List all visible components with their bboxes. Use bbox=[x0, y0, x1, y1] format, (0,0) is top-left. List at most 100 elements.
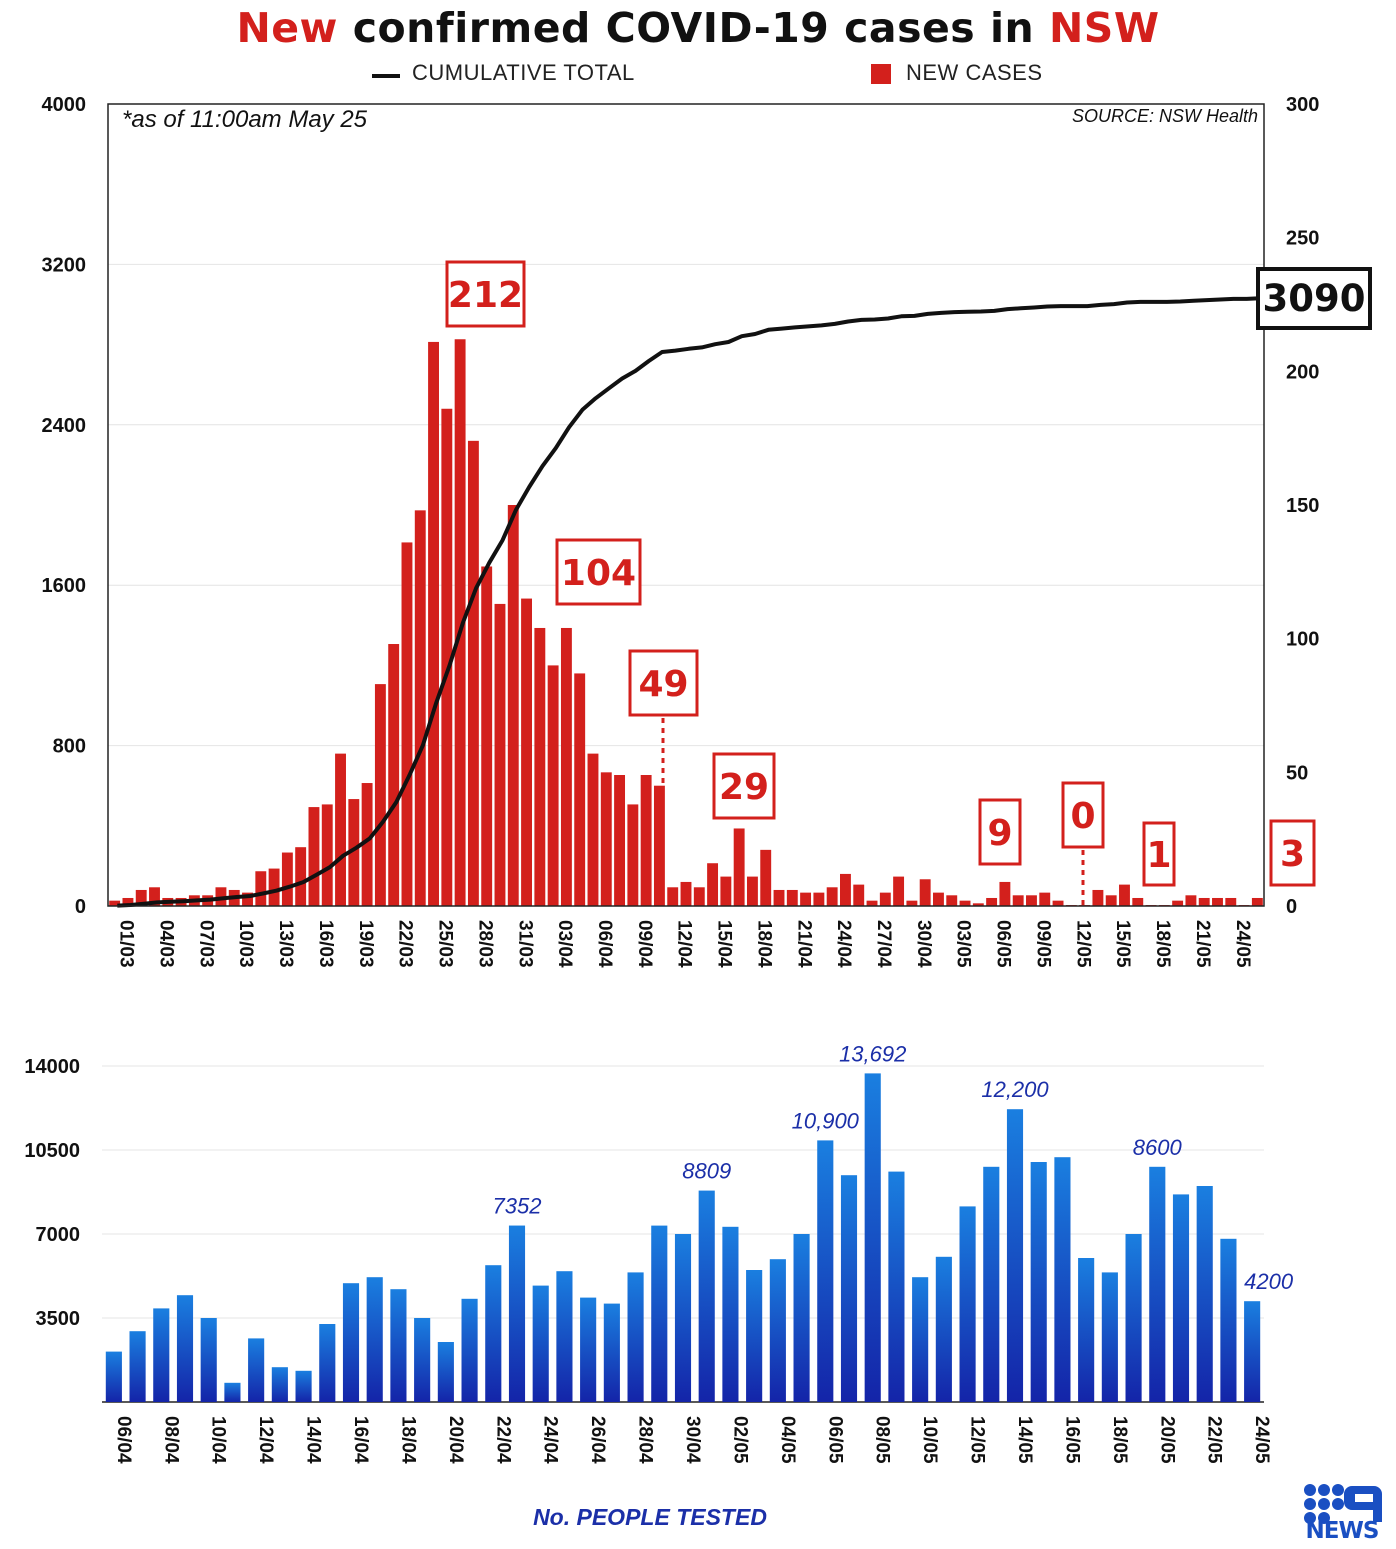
new-cases-bar bbox=[388, 644, 400, 906]
annotation-label: 29 bbox=[719, 767, 769, 808]
tests-bar bbox=[959, 1206, 976, 1402]
new-cases-bar bbox=[707, 863, 719, 906]
new-cases-bar bbox=[826, 887, 838, 906]
x-axis-date-label: 10/05 bbox=[919, 1416, 940, 1464]
tests-bar bbox=[224, 1382, 241, 1402]
tests-bar bbox=[248, 1338, 265, 1402]
logo-dot bbox=[1304, 1484, 1316, 1496]
cumulative-total-callout: 3090 bbox=[1256, 267, 1372, 330]
x-axis-date-label: 18/05 bbox=[1109, 1416, 1130, 1464]
left-axis-tick-label: 0 bbox=[75, 896, 86, 918]
tests-bar bbox=[1244, 1301, 1261, 1402]
annotation-box bbox=[555, 538, 642, 606]
chart-title: New confirmed COVID-19 cases in NSW bbox=[0, 4, 1396, 52]
annotation-label: 49 bbox=[638, 664, 688, 705]
tests-bar bbox=[105, 1351, 122, 1402]
source-note: SOURCE: NSW Health bbox=[1071, 106, 1258, 126]
tests-bar bbox=[627, 1272, 644, 1402]
x-axis-date-label: 14/05 bbox=[1014, 1416, 1035, 1464]
tests-annotation-label: 4200 bbox=[1244, 1269, 1294, 1294]
tests-bar bbox=[319, 1324, 336, 1402]
y-axis-tick-label: 3500 bbox=[36, 1308, 81, 1330]
annotation-label: 212 bbox=[448, 275, 523, 316]
x-axis-date-label: 08/05 bbox=[872, 1416, 893, 1464]
x-axis-date-label: 15/04 bbox=[714, 920, 735, 968]
tests-bar bbox=[271, 1367, 288, 1402]
annotation-box bbox=[445, 260, 526, 328]
new-cases-bar bbox=[135, 889, 147, 906]
x-axis-date-label: 12/04 bbox=[255, 1416, 276, 1464]
x-axis-date-label: 09/04 bbox=[634, 920, 655, 968]
x-axis-date-label: 21/04 bbox=[793, 920, 814, 968]
tests-bar bbox=[1172, 1194, 1190, 1402]
new-cases-bar bbox=[1185, 895, 1197, 906]
tests-bar bbox=[888, 1171, 905, 1402]
new-cases-bar bbox=[574, 673, 586, 906]
logo-dot bbox=[1318, 1484, 1330, 1496]
nine-dots-logo-icon bbox=[1304, 1484, 1382, 1524]
new-cases-bar bbox=[1012, 895, 1024, 906]
tests-chart-title: No. PEOPLE TESTED bbox=[533, 1504, 767, 1530]
new-cases-bar bbox=[1039, 892, 1051, 906]
tests-bar bbox=[295, 1370, 312, 1402]
tests-bar bbox=[1101, 1272, 1118, 1402]
tests-bar bbox=[1006, 1109, 1024, 1402]
new-cases-bar bbox=[879, 892, 891, 906]
new-cases-bar bbox=[959, 900, 971, 906]
tests-bar bbox=[556, 1271, 573, 1402]
x-axis-date-label: 28/04 bbox=[635, 1416, 656, 1464]
tests-bar bbox=[366, 1277, 383, 1402]
new-cases-bar bbox=[335, 753, 346, 906]
annotation-label: 104 bbox=[561, 553, 636, 594]
new-cases-bar bbox=[494, 603, 506, 906]
x-axis-date-label: 16/03 bbox=[315, 920, 336, 968]
left-axis-tick-label: 800 bbox=[53, 736, 86, 758]
new-cases-bar bbox=[813, 892, 825, 906]
new-cases-bar bbox=[109, 900, 121, 906]
x-axis-date-label: 22/04 bbox=[492, 1416, 513, 1464]
new-cases-bar bbox=[255, 871, 267, 906]
x-axis-date-label: 31/03 bbox=[514, 920, 535, 968]
new-cases-bar bbox=[999, 881, 1011, 906]
tests-bar bbox=[485, 1265, 502, 1402]
tests-annotation-label: 8600 bbox=[1133, 1135, 1183, 1160]
new-cases-bar bbox=[149, 887, 160, 906]
tests-bar bbox=[176, 1295, 194, 1402]
tests-bar bbox=[508, 1225, 526, 1402]
new-cases-bar bbox=[414, 510, 426, 906]
x-axis-date-label: 15/05 bbox=[1112, 920, 1133, 968]
x-axis-date-label: 19/03 bbox=[355, 920, 376, 968]
new-cases-bar bbox=[653, 785, 665, 906]
x-axis-date-label: 12/04 bbox=[674, 920, 695, 968]
new-cases-bar bbox=[454, 339, 466, 907]
x-axis-date-label: 03/04 bbox=[554, 920, 575, 968]
logo-dot bbox=[1304, 1498, 1316, 1510]
new-cases-bar bbox=[972, 903, 984, 906]
tests-bar bbox=[153, 1308, 170, 1402]
annotation-box bbox=[978, 798, 1022, 866]
left-axis-tick-label: 1600 bbox=[42, 575, 87, 597]
tests-annotation-label: 7352 bbox=[493, 1194, 542, 1219]
annotation-label: 9 bbox=[987, 813, 1012, 854]
x-axis-date-label: 10/04 bbox=[208, 1416, 229, 1464]
x-axis-date-label: 22/05 bbox=[1204, 1416, 1225, 1464]
x-axis-date-label: 18/04 bbox=[397, 1416, 418, 1464]
tests-bar bbox=[461, 1298, 478, 1402]
left-axis-tick-label: 4000 bbox=[42, 94, 87, 116]
new-cases-bar bbox=[560, 627, 572, 906]
new-cases-bar bbox=[1119, 884, 1130, 906]
tests-bar bbox=[746, 1270, 763, 1402]
new-cases-bar bbox=[760, 849, 772, 906]
x-axis-date-label: 18/04 bbox=[753, 920, 774, 968]
x-axis-date-label: 20/05 bbox=[1156, 1416, 1177, 1464]
new-cases-bar bbox=[746, 876, 758, 906]
logo-dot bbox=[1332, 1498, 1344, 1510]
x-axis-date-label: 13/03 bbox=[275, 920, 296, 968]
x-axis-date-label: 02/05 bbox=[729, 1416, 750, 1464]
tests-bar bbox=[1149, 1166, 1166, 1402]
new-cases-bar bbox=[441, 408, 453, 906]
new-cases-bar bbox=[1052, 900, 1064, 906]
right-axis-tick-label: 100 bbox=[1286, 629, 1319, 651]
left-axis-tick-label: 3200 bbox=[42, 254, 87, 276]
x-axis-date-label: 16/04 bbox=[350, 1416, 371, 1464]
